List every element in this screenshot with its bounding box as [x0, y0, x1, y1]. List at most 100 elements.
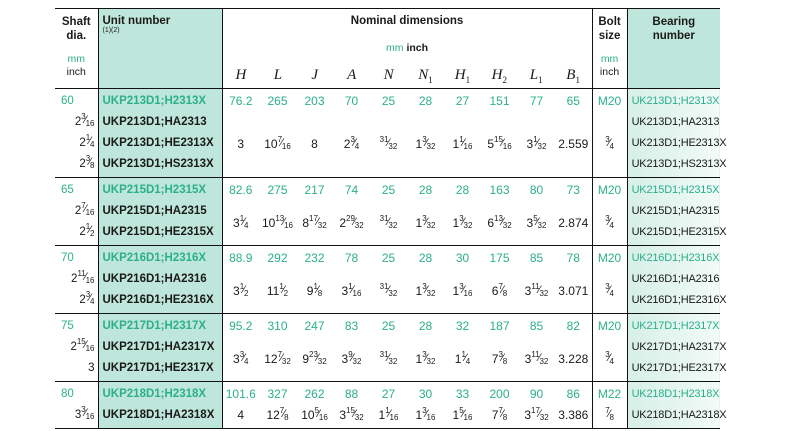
- unit-number: UKP216D1;H2316X: [97, 245, 223, 269]
- bolt-size-inch: 3⁄4: [591, 269, 628, 314]
- fraction: 3⁄4: [605, 135, 614, 152]
- dimension-inch: 13⁄32: [407, 201, 444, 246]
- dimension-inch: 67⁄8: [481, 269, 518, 314]
- dimension-inch: 13⁄16: [444, 269, 481, 314]
- bolt-size-inch: 3⁄4: [591, 337, 628, 382]
- dimension-mm: 217: [304, 183, 325, 197]
- dimension-inch: 2.559: [555, 112, 593, 178]
- dimension-mm: 30: [418, 387, 433, 401]
- bearing-number: UK217D1;HE2317X: [627, 358, 727, 382]
- fraction: 17⁄32: [309, 213, 327, 230]
- dimension-inch: 39⁄32: [333, 337, 370, 382]
- dimension-mm: 232: [304, 251, 325, 265]
- dimension-mm: 310: [267, 319, 288, 333]
- dimension-inch: 31⁄32: [370, 337, 407, 382]
- shaft-dia-inch: 211⁄16: [71, 269, 95, 286]
- table-row: 215⁄16 UKP217D1;HA2317X 33⁄4 127⁄32 923⁄32 39…: [55, 337, 727, 382]
- dimension-inch: 13⁄32: [444, 201, 481, 246]
- fraction: 29⁄32: [346, 213, 364, 230]
- unit-number: UKP215D1;H2315X: [97, 177, 223, 201]
- dimension-inch: 229⁄32: [333, 201, 370, 246]
- dimension-inch: 13⁄32: [407, 337, 444, 382]
- shaft-dia-inch: 23⁄16: [74, 112, 95, 129]
- unit-number: UKP215D1;HA2315: [97, 201, 223, 222]
- bearing-number: UK216D1;H2316X: [627, 245, 721, 269]
- dimension-symbol: L1: [529, 67, 543, 85]
- dimension-inch: 31⁄2: [222, 269, 259, 314]
- dimension-inch: 3.228: [555, 337, 593, 382]
- fraction: 15⁄16: [76, 337, 95, 354]
- bearing-number: UK213D1;HE2313X: [627, 133, 727, 154]
- table-row: 70 UKP216D1;H2316X 88.9 292 232 78 25 28 30 175 85…: [55, 245, 721, 269]
- bolt-size-mm: M22: [591, 381, 628, 405]
- table-row: 75 UKP217D1;H2317X 95.2 310 247 83 25 28 32 187 85…: [55, 313, 721, 337]
- fraction: 5⁄16: [459, 406, 473, 423]
- bolt-size-label: Bolt size: [598, 16, 621, 42]
- shaft-dia-inch: 27⁄16: [74, 201, 95, 218]
- dimension-inch: 311⁄32: [518, 337, 555, 382]
- fraction: 3⁄4: [85, 290, 95, 307]
- dimension-symbols: H L J A N N1 H1 H2 L1 B1: [223, 67, 592, 85]
- dimension-symbol: N1: [418, 67, 433, 85]
- dimension-inch: 31⁄32: [370, 269, 407, 314]
- fraction: 5⁄32: [533, 213, 547, 230]
- bearing-number: UK215D1;H2315X: [627, 177, 721, 201]
- fraction: 31⁄32: [379, 213, 398, 230]
- bearing-number-header: Bearing number: [627, 8, 721, 89]
- dimension-inch: 73⁄8: [481, 337, 518, 382]
- dimension-mm: 32: [455, 319, 470, 333]
- fraction: 1⁄8: [313, 281, 323, 298]
- unit-number: UKP218D1;HA2318X: [97, 405, 223, 429]
- dimension-mm: 28: [455, 183, 470, 197]
- table-row: 23⁄16 UKP213D1;HA2313 3 107⁄16 8 23⁄4 31⁄32 13⁄…: [55, 112, 721, 178]
- bearing-number: UK216D1;HA2316: [627, 269, 721, 290]
- shaft-dia-inch: 21⁄4: [79, 133, 95, 150]
- dimension-symbol: A: [347, 67, 357, 83]
- fraction: 1⁄2: [239, 281, 249, 298]
- dimension-inch: 11⁄16: [370, 405, 407, 429]
- fraction: 7⁄8: [605, 406, 614, 423]
- dimension-inch: 311⁄32: [518, 269, 555, 314]
- dimension-mm: 73: [566, 183, 580, 197]
- dimension-mm: 86: [566, 387, 580, 401]
- bearing-number: UK218D1;HA2318X: [627, 405, 727, 429]
- fraction: 3⁄4: [239, 349, 249, 366]
- dimension-inch: 77⁄8: [481, 405, 518, 429]
- fraction: 7⁄32: [277, 349, 291, 366]
- dimension-mm: 88: [344, 387, 359, 401]
- bolt-size-inch: 3⁄4: [591, 201, 628, 246]
- dimension-mm: 25: [381, 94, 396, 108]
- table-row: 27⁄16 UKP215D1;HA2315 31⁄4 1013⁄16 817⁄32 229…: [55, 201, 721, 246]
- shaft-dia-mm: 60: [61, 95, 74, 107]
- fraction: 3⁄32: [422, 135, 436, 152]
- dimension-mm: 27: [381, 387, 396, 401]
- dimension-symbol: L: [273, 67, 283, 83]
- dimension-mm: 80: [529, 183, 544, 197]
- bearing-number: UK216D1;HE2316X: [627, 290, 727, 314]
- unit-number: UKP213D1;H2313X: [97, 88, 223, 112]
- dimension-inch: 613⁄32: [481, 201, 518, 246]
- dimension-inch: 3: [222, 112, 259, 178]
- dimension-mm: 82: [566, 319, 580, 333]
- unit-number: UKP218D1;H2318X: [97, 381, 223, 405]
- fraction: 3⁄32: [422, 281, 436, 298]
- dimension-inch: 31⁄32: [518, 112, 555, 178]
- dimension-mm: 30: [455, 251, 470, 265]
- dimension-inch: 515⁄16: [481, 112, 518, 178]
- fraction: 15⁄32: [346, 406, 364, 423]
- dimension-inch: 923⁄32: [296, 337, 333, 382]
- dimension-inch: 111⁄2: [259, 269, 296, 314]
- dimension-inch: 3.071: [555, 269, 593, 314]
- dimension-inch: 127⁄32: [259, 337, 296, 382]
- fraction: 3⁄8: [85, 154, 95, 171]
- fraction: 7⁄8: [498, 281, 508, 298]
- shaft-dia-mm: 70: [61, 252, 74, 264]
- table-row: 21⁄2 UKP215D1;HE2315X UK215D1;HE2315X: [55, 222, 727, 246]
- shaft-header-label: Shaft dia.: [61, 16, 91, 42]
- table-row: 211⁄16 UKP216D1;HA2316 31⁄2 111⁄2 91⁄8 31⁄16 3…: [55, 269, 721, 314]
- fraction: 1⁄16: [385, 406, 399, 423]
- dimension-inch: 11⁄16: [444, 112, 481, 178]
- dimension-mm: 83: [344, 319, 359, 333]
- dimension-mm: 327: [267, 387, 288, 401]
- dims-unit-mm: mm: [386, 42, 404, 54]
